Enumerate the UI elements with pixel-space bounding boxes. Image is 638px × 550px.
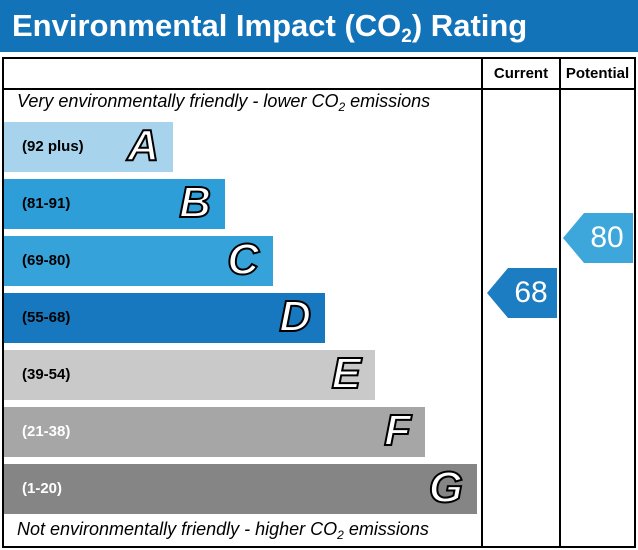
band-e-range-label: (39-54) [22,366,71,383]
band-g-range-label: (1-20) [22,480,63,497]
top-note-subscript: 2 [338,100,346,114]
band-d-range-label: (55-68) [22,309,71,326]
band-a-letter: A [126,121,160,170]
band-g-letter: G [428,463,464,512]
band-f-range-label: (21-38) [22,423,71,440]
bottom-note-suffix: emissions [343,519,429,539]
band-c: (69-80) C [4,235,273,286]
top-note-text: Very environmentally friendly - lower CO [17,91,339,111]
band-e-letter: E [331,349,362,398]
chart-title-suffix: ) Rating [411,8,528,43]
potential-rating-marker: 80 [563,213,633,263]
band-f-letter: F [383,406,412,455]
potential-rating-value: 80 [590,221,624,254]
band-b: (81-91) B [4,178,225,229]
bottom-note-text: Not environmentally friendly - higher CO [17,519,338,539]
band-a-range-label: (92 plus) [22,138,84,155]
current-rating-value: 68 [514,276,548,309]
band-c-range-label: (69-80) [22,252,71,269]
header-underline [4,88,634,90]
rating-bands: (92 plus) A (81-91) B (69-80) C (55-68) D (39-54… [4,121,481,521]
bottom-note-subscript: 2 [337,528,344,542]
band-d: (55-68) D [4,292,325,343]
band-a: (92 plus) A [4,121,173,172]
potential-column-header: Potential [565,65,630,82]
band-f: (21-38) F [4,406,425,457]
bottom-note: Not environmentally friendly - higher CO… [17,519,429,542]
rating-table: Current Potential Very environmentally f… [2,57,636,548]
current-column-header: Current [493,65,549,82]
current-rating-marker: 68 [487,268,557,318]
band-d-letter: D [278,292,312,341]
potential-column-divider [559,59,561,546]
band-b-letter: B [178,178,212,227]
chart-title-text: Environmental Impact (CO [12,8,402,43]
chart-title-subscript: 2 [401,26,412,47]
top-note-suffix: emissions [345,91,431,111]
chart-title: Environmental Impact (CO2) Rating [0,0,638,52]
band-b-range-label: (81-91) [22,195,71,212]
band-c-letter: C [226,235,260,284]
band-e: (39-54) E [4,349,375,400]
top-note: Very environmentally friendly - lower CO… [17,91,430,114]
band-g: (1-20) G [4,463,477,514]
current-column-divider [481,59,483,546]
